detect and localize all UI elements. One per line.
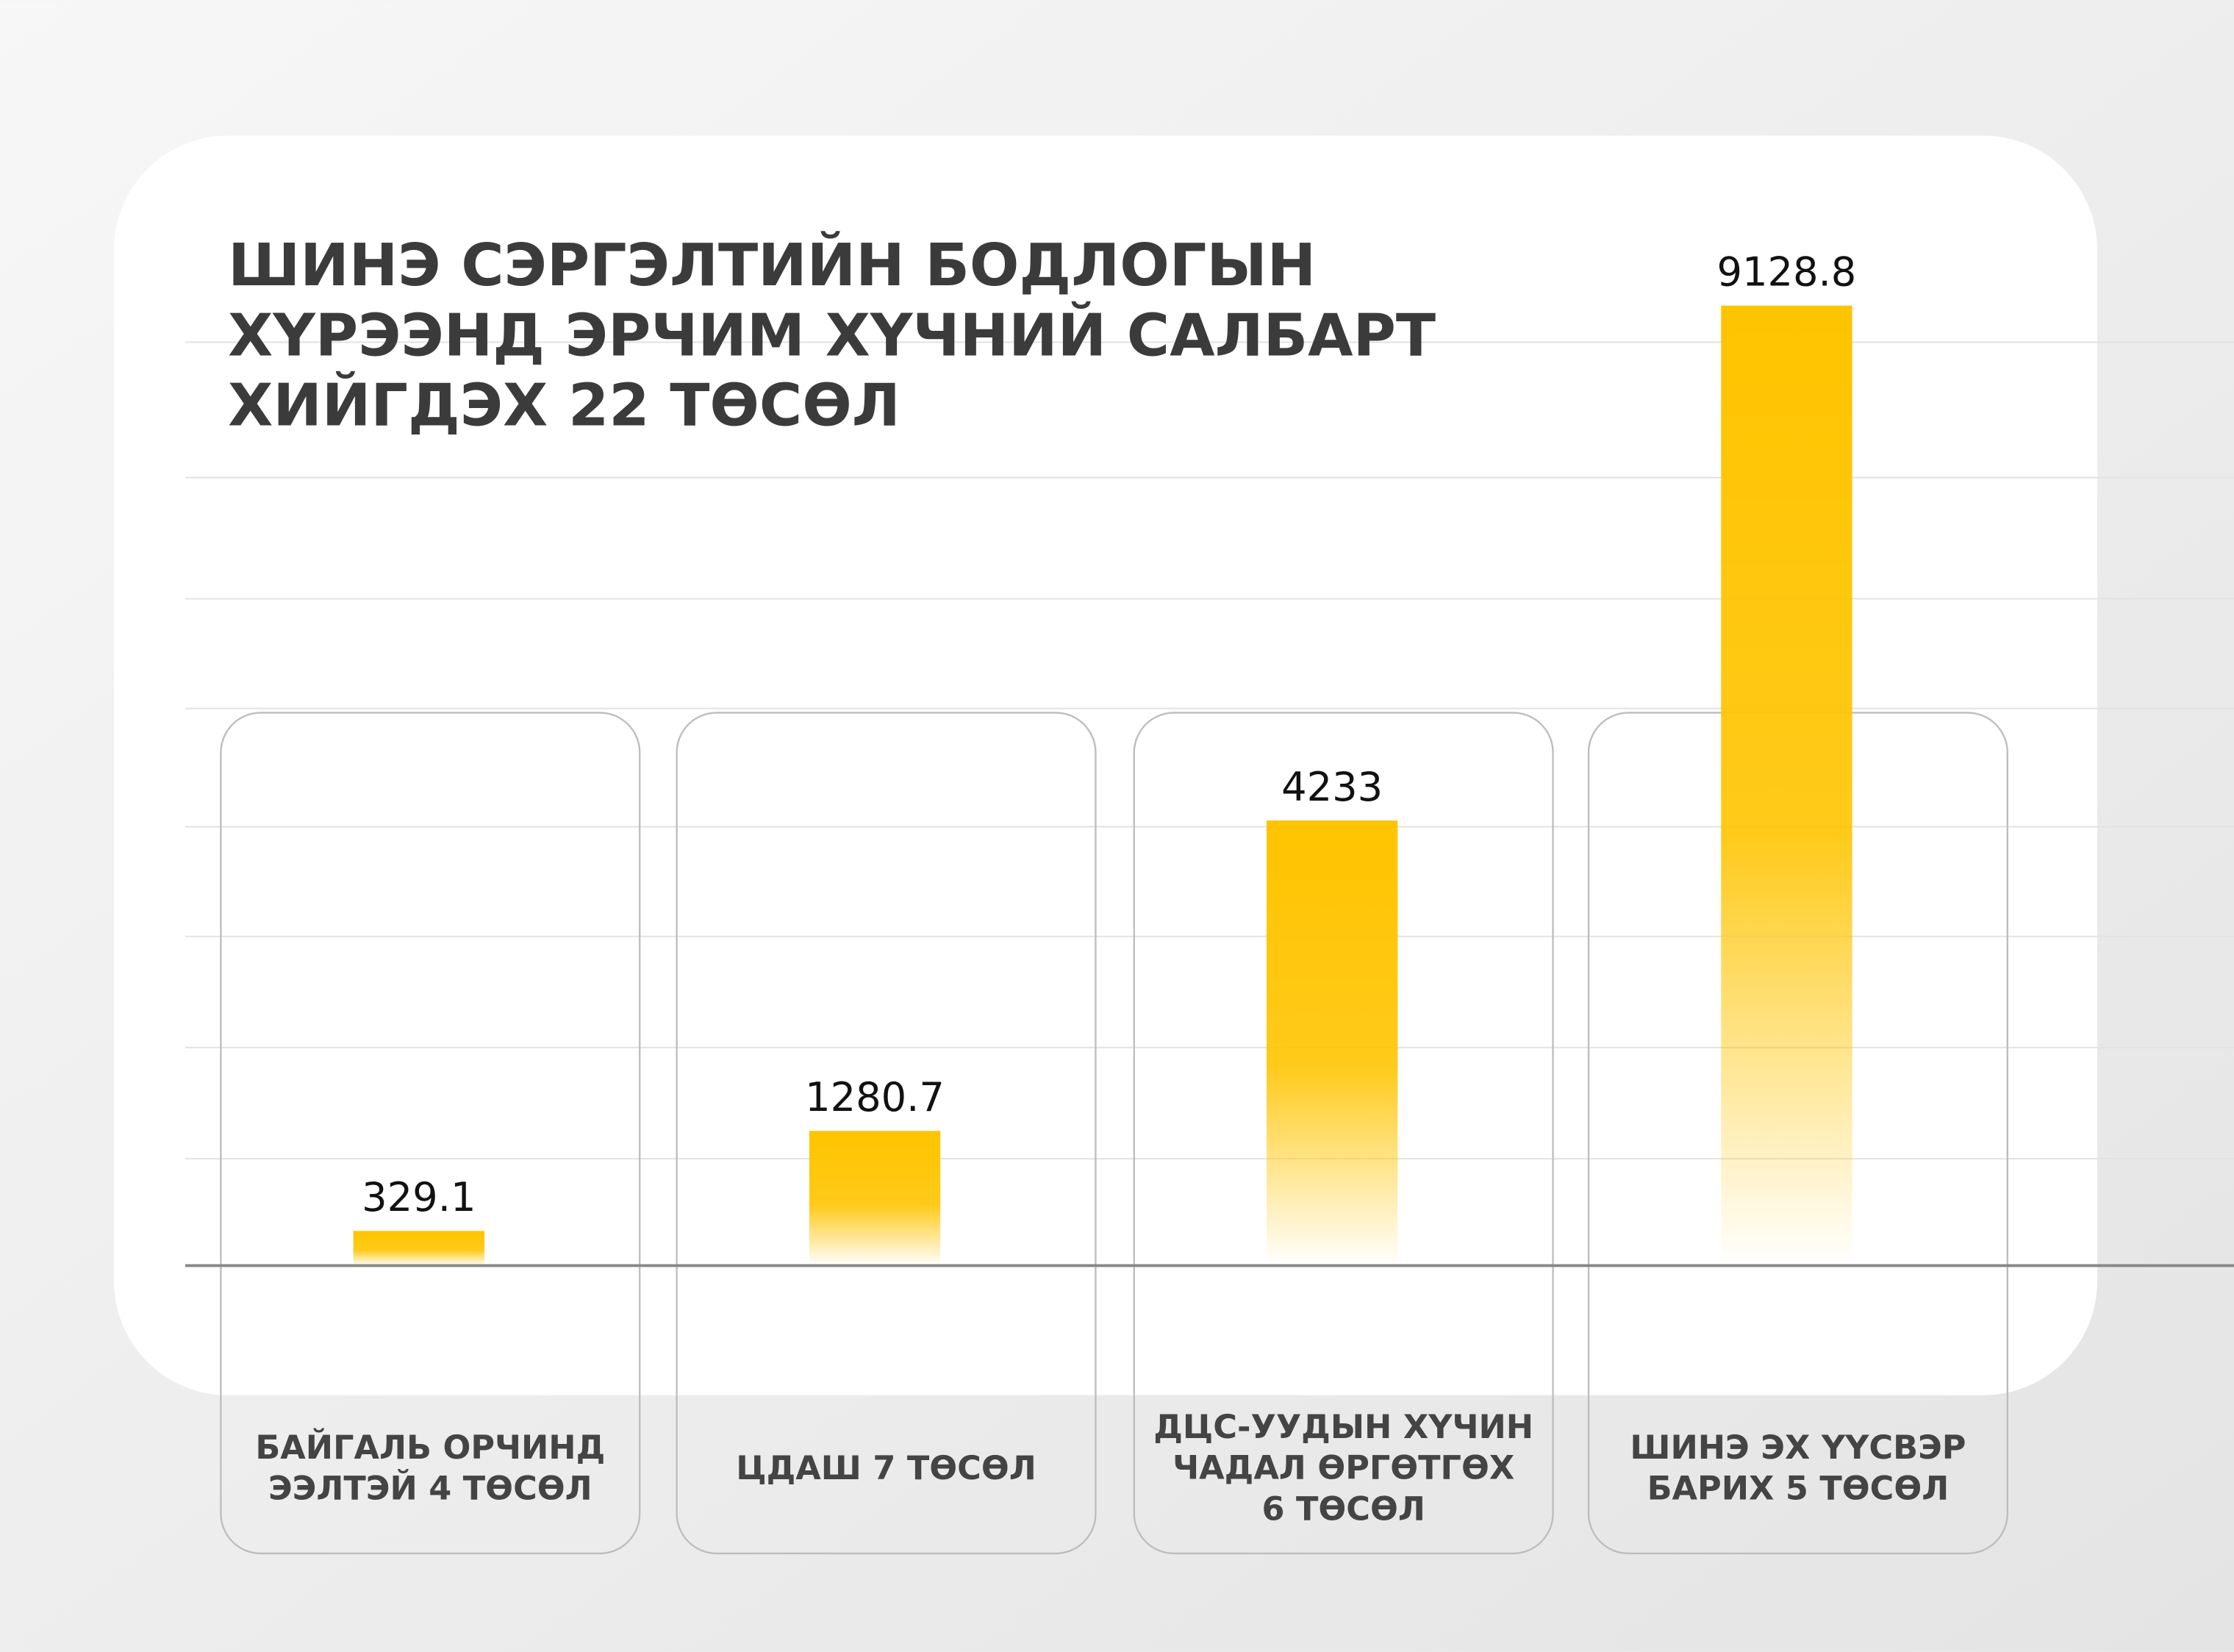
bar	[353, 1231, 484, 1266]
bar	[1267, 820, 1398, 1266]
x-tick-label: БАЙГАЛЬ ОРЧИНД ЭЭЛТЭЙ 4 ТӨСӨЛ	[255, 1428, 605, 1508]
value-label: 329.1	[362, 1174, 476, 1220]
value-label: 1280.7	[805, 1074, 945, 1120]
x-tick-label: ДЦС-УУДЫН ХҮЧИН ЧАДАЛ ӨРГӨТГӨХ 6 ТӨСӨЛ	[1153, 1408, 1533, 1528]
chart-title: ШИНЭ СЭРГЭЛТИЙН БОДЛОГЫН ХҮРЭЭНД ЭРЧИМ ХҮ…	[228, 230, 1436, 440]
value-label: 4233	[1281, 764, 1383, 810]
card	[114, 135, 2097, 1395]
value-label: 9128.8	[1717, 249, 1857, 296]
bar	[1721, 305, 1852, 1266]
bar	[809, 1131, 941, 1266]
x-tick-label: ШИНЭ ЭХ ҮҮСВЭР БАРИХ 5 ТӨСӨЛ	[1630, 1428, 1966, 1508]
grid	[185, 341, 2234, 1160]
x-tick-label: ЦДАШ 7 ТӨСӨЛ	[736, 1449, 1036, 1487]
